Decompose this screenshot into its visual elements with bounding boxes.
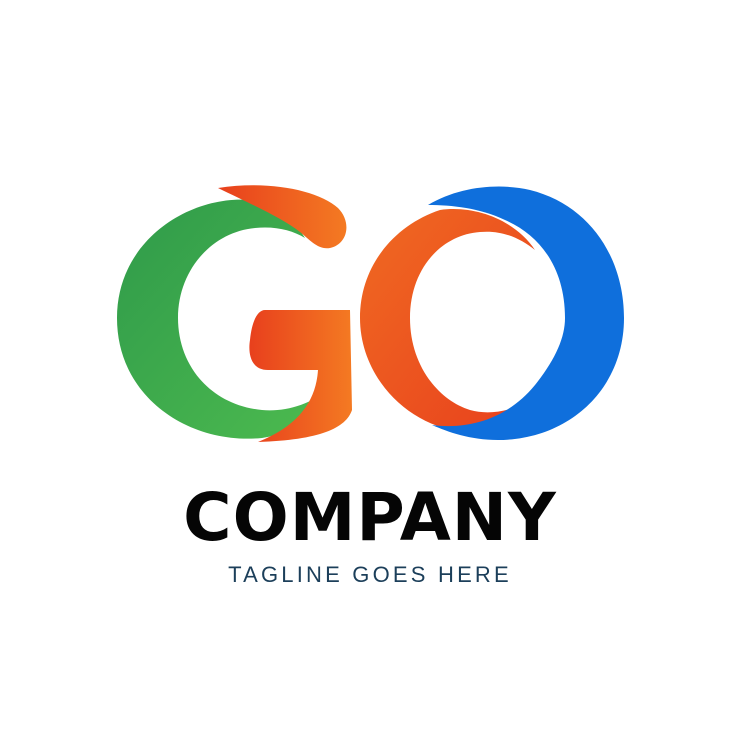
- g-green-arc: [117, 199, 330, 439]
- g-orange-hook: [218, 185, 347, 249]
- g-orange-bar: [249, 310, 352, 442]
- go-logo-mark: [117, 185, 624, 442]
- o-orange-arc: [360, 209, 535, 433]
- tagline: TAGLINE GOES HERE: [228, 562, 512, 587]
- company-name: COMPANY: [183, 479, 557, 556]
- o-blue-arc: [428, 186, 624, 440]
